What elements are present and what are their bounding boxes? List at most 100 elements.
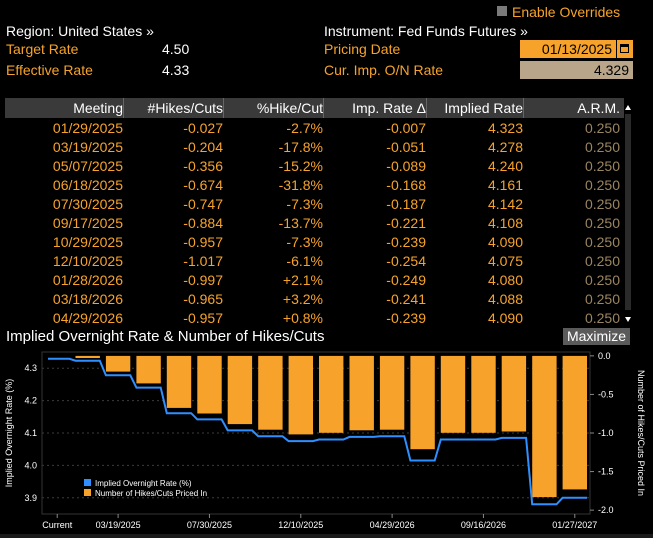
table-cell: +2.1% xyxy=(282,272,323,288)
table-cell: 0.250 xyxy=(584,253,620,269)
y-tick-label-right: -1.5 xyxy=(598,467,614,477)
col-meeting-header[interactable]: Meeting xyxy=(5,98,124,118)
y-axis-label-left: Implied Overnight Rate (%) xyxy=(4,379,14,488)
table-scrollbar[interactable] xyxy=(624,98,633,326)
table-cell: 4.108 xyxy=(487,215,523,231)
scroll-down-icon[interactable] xyxy=(625,317,631,322)
bottom-strip xyxy=(0,534,653,538)
x-tick-label: 12/10/2025 xyxy=(278,520,323,530)
table-cell: -6.1% xyxy=(286,253,323,269)
legend-swatch-rate xyxy=(84,479,91,486)
table-cell: 12/10/2025 xyxy=(52,253,123,269)
scroll-up-icon[interactable] xyxy=(625,105,631,110)
enable-overrides-label[interactable]: Enable Overrides xyxy=(512,4,621,20)
table-cell: 4.075 xyxy=(487,253,523,269)
table-cell: 4.080 xyxy=(487,272,523,288)
table-row[interactable]: 04/29/2026 -0.957 +0.8% -0.239 4.090 0.250 xyxy=(5,309,633,326)
legend-label-hikes: Number of Hikes/Cuts Priced In xyxy=(95,489,207,498)
table-row[interactable]: 06/18/2025 -0.674 -31.8% -0.168 4.161 0.250 xyxy=(5,176,633,195)
enable-overrides-checkbox[interactable] xyxy=(497,6,507,16)
table-row[interactable]: 05/07/2025 -0.356 -15.2% -0.089 4.240 0.250 xyxy=(5,157,633,176)
table-cell: 10/29/2025 xyxy=(52,234,123,250)
col-implied-rate-header[interactable]: Implied Rate xyxy=(427,98,524,118)
table-cell: 03/19/2025 xyxy=(52,139,123,155)
rates-chart-svg: 3.9 4.0 4.1 4.2 4.3 0.0 -0.5 -1.0 -1.5 -2.0 Curren… xyxy=(4,351,646,530)
pricing-date-input[interactable]: 01/13/2025 xyxy=(520,40,616,58)
table-row[interactable]: 03/18/2026 -0.965 +3.2% -0.241 4.088 0.250 xyxy=(5,290,633,309)
table-cell: 4.142 xyxy=(487,196,523,212)
table-cell: -0.027 xyxy=(183,120,223,136)
table-cell: 04/29/2026 xyxy=(52,310,123,326)
legend-swatch-hikes xyxy=(84,489,91,496)
table-cell: 0.250 xyxy=(584,120,620,136)
table-cell: 03/18/2026 xyxy=(52,291,123,307)
bar xyxy=(471,355,496,433)
table-row[interactable]: 10/29/2025 -0.957 -7.3% -0.239 4.090 0.250 xyxy=(5,233,633,252)
calendar-button[interactable] xyxy=(617,40,633,58)
table-cell: -0.254 xyxy=(386,253,426,269)
table-row[interactable]: 12/10/2025 -1.017 -6.1% -0.254 4.075 0.250 xyxy=(5,252,633,271)
table-cell: -0.747 xyxy=(183,196,223,212)
bar xyxy=(410,355,435,450)
table-cell: -0.204 xyxy=(183,139,223,155)
region-selector[interactable]: Region: United States » xyxy=(6,23,154,39)
cur-imp-rate-value: 4.329 xyxy=(520,61,633,79)
table-cell: 01/28/2026 xyxy=(52,272,123,288)
table-row[interactable]: 09/17/2025 -0.884 -13.7% -0.221 4.108 0.250 xyxy=(5,214,633,233)
bar xyxy=(288,355,313,435)
cur-imp-rate-label: Cur. Imp. O/N Rate xyxy=(324,62,444,78)
instrument-selector[interactable]: Instrument: Fed Funds Futures » xyxy=(324,23,528,39)
bar xyxy=(105,355,131,372)
scroll-thumb[interactable] xyxy=(625,114,631,310)
y-tick-label-right: -2.0 xyxy=(598,505,614,515)
table-cell: 07/30/2025 xyxy=(52,196,123,212)
x-tick-label: Current xyxy=(42,520,73,530)
pricing-date-label: Pricing Date xyxy=(324,41,401,57)
table-row[interactable]: 03/19/2025 -0.204 -17.8% -0.051 4.278 0.250 xyxy=(5,138,633,157)
bar xyxy=(562,355,587,490)
target-rate-label: Target Rate xyxy=(6,41,79,57)
x-tick-label: 01/27/2027 xyxy=(552,520,597,530)
table-row[interactable]: 01/29/2025 -0.027 -2.7% -0.007 4.323 0.250 xyxy=(5,119,633,138)
table-cell: -0.239 xyxy=(386,310,426,326)
table-header: Meeting #Hikes/Cuts %Hike/Cut Imp. Rate … xyxy=(5,98,633,118)
table-cell: -17.8% xyxy=(278,139,323,155)
bar xyxy=(532,355,557,498)
chart-title: Implied Overnight Rate & Number of Hikes… xyxy=(6,328,325,345)
table-cell: +0.8% xyxy=(282,310,323,326)
table-cell: 09/17/2025 xyxy=(52,215,123,231)
table-cell: 4.088 xyxy=(487,291,523,307)
bar xyxy=(136,355,161,384)
y-tick-label-left: 4.3 xyxy=(24,363,37,373)
y-tick-label-left: 4.0 xyxy=(24,460,37,470)
y-tick-label-right: 0.0 xyxy=(598,351,611,361)
col-pct-hike-cut-header[interactable]: %Hike/Cut xyxy=(224,98,324,118)
table-cell: -0.187 xyxy=(386,196,426,212)
table-cell: -7.3% xyxy=(286,196,323,212)
table-cell: -0.957 xyxy=(183,310,223,326)
bar xyxy=(166,355,192,408)
table-cell: -0.884 xyxy=(183,215,223,231)
maximize-button[interactable]: Maximize xyxy=(563,328,630,345)
table-cell: -31.8% xyxy=(278,177,323,193)
y-tick-label-left: 4.2 xyxy=(24,396,37,406)
bar xyxy=(349,355,374,431)
y-axis-label-right: Number of Hikes/Cuts Priced In xyxy=(636,370,646,496)
x-tick-label: 04/29/2026 xyxy=(370,520,415,530)
bar xyxy=(501,355,527,432)
table-cell: 05/07/2025 xyxy=(52,158,123,174)
table-cell: 4.240 xyxy=(487,158,523,174)
x-tick-label: 07/30/2025 xyxy=(187,520,232,530)
bar xyxy=(75,355,100,358)
table-row[interactable]: 01/28/2026 -0.997 +2.1% -0.249 4.080 0.250 xyxy=(5,271,633,290)
col-hikes-cuts-header[interactable]: #Hikes/Cuts xyxy=(124,98,224,118)
bar xyxy=(258,355,283,430)
table-row[interactable]: 07/30/2025 -0.747 -7.3% -0.187 4.142 0.250 xyxy=(5,195,633,214)
col-imp-rate-delta-header[interactable]: Imp. Rate Δ xyxy=(324,98,427,118)
table-cell: -0.674 xyxy=(183,177,223,193)
implied-rate-line xyxy=(48,357,587,506)
table-cell: 06/18/2025 xyxy=(52,177,123,193)
table-cell: 0.250 xyxy=(584,158,620,174)
calendar-icon xyxy=(620,44,629,53)
col-arm-header[interactable]: A.R.M. xyxy=(577,100,620,116)
